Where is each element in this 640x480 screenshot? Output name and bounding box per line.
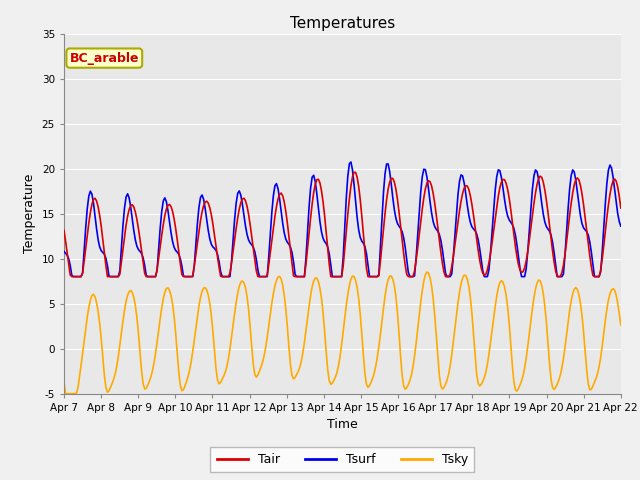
Tsurf [347,159,355,165]
Tair [228,260,236,266]
Tsurf [60,249,68,254]
Tsky [423,269,431,275]
Tair [305,230,313,236]
Line: Tsurf: Tsurf [64,162,621,276]
Tsurf [246,240,254,246]
Line: Tsky: Tsky [64,272,621,394]
Tsurf [305,204,313,210]
Tsky [617,323,625,328]
Tair [589,273,596,278]
Tsky [246,324,254,329]
Text: BC_arable: BC_arable [70,51,139,65]
Tsky [305,303,313,309]
Tair [255,274,263,279]
Y-axis label: Temperature: Temperature [23,174,36,253]
Tsky [61,391,69,396]
Tsky [60,379,68,385]
Title: Temperatures: Temperatures [290,16,395,31]
Tsurf [255,274,263,279]
Tsky [589,383,596,389]
Legend: Tair, Tsurf, Tsky: Tair, Tsurf, Tsky [211,447,474,472]
Tair [246,222,254,228]
Tair [68,274,76,279]
Tsky [255,368,263,374]
Tair [350,169,358,175]
Tsurf [130,228,138,233]
Tair [130,204,138,210]
Tsurf [228,259,236,264]
X-axis label: Time: Time [327,418,358,431]
Tsky [130,295,138,300]
Tsurf [617,223,625,229]
Line: Tair: Tair [64,172,621,276]
Tsurf [70,274,77,279]
Tair [60,228,68,233]
Tair [617,205,625,211]
Tsurf [589,262,596,267]
Tsky [228,335,236,340]
